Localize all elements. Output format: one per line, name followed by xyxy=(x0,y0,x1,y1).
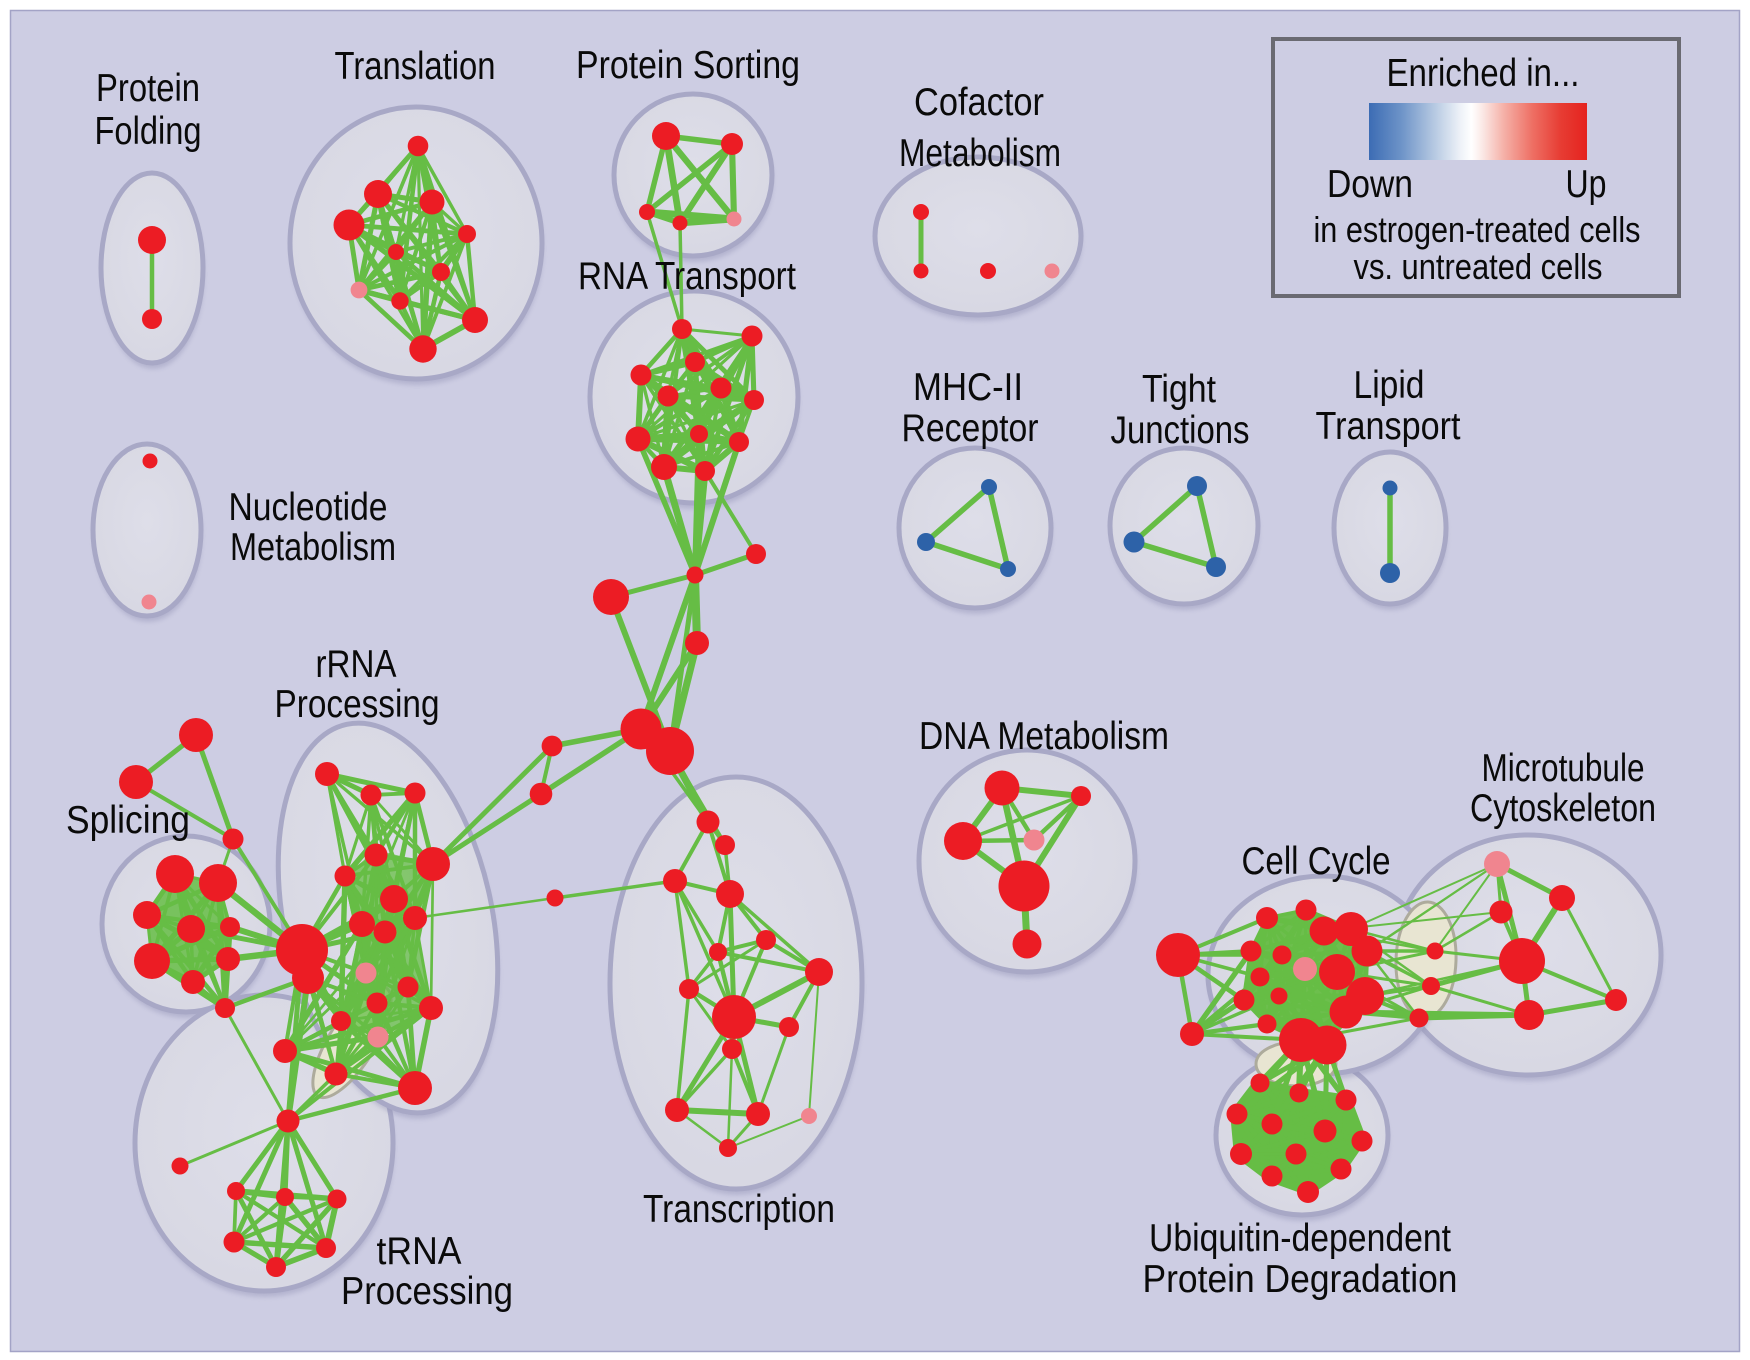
svg-text:in estrogen-treated cells: in estrogen-treated cells xyxy=(1314,209,1641,250)
svg-text:Cell Cycle: Cell Cycle xyxy=(1242,840,1391,883)
svg-text:Transcription: Transcription xyxy=(643,1188,835,1231)
svg-text:Enriched in...: Enriched in... xyxy=(1387,52,1580,95)
svg-text:Up: Up xyxy=(1566,163,1607,206)
svg-text:Lipid: Lipid xyxy=(1354,364,1425,407)
svg-text:Splicing: Splicing xyxy=(66,799,190,842)
svg-text:Protein Degradation: Protein Degradation xyxy=(1143,1258,1458,1301)
svg-text:Translation: Translation xyxy=(335,45,496,88)
svg-text:Protein: Protein xyxy=(96,67,200,110)
svg-text:tRNA: tRNA xyxy=(377,1230,462,1273)
svg-text:Tight: Tight xyxy=(1142,368,1216,411)
svg-text:Metabolism: Metabolism xyxy=(230,526,396,569)
svg-text:Metabolism: Metabolism xyxy=(899,132,1061,175)
svg-text:Down: Down xyxy=(1327,163,1413,206)
svg-text:Microtubule: Microtubule xyxy=(1482,747,1645,790)
svg-text:Protein Sorting: Protein Sorting xyxy=(576,44,800,87)
svg-text:DNA Metabolism: DNA Metabolism xyxy=(919,715,1169,758)
svg-text:Nucleotide: Nucleotide xyxy=(229,486,388,529)
svg-text:Junctions: Junctions xyxy=(1111,409,1250,452)
svg-text:Processing: Processing xyxy=(341,1270,513,1313)
svg-text:MHC-II: MHC-II xyxy=(913,366,1023,409)
svg-text:Processing: Processing xyxy=(275,683,440,726)
svg-text:Ubiquitin-dependent: Ubiquitin-dependent xyxy=(1149,1217,1451,1260)
svg-text:Receptor: Receptor xyxy=(902,407,1039,450)
svg-text:Cofactor: Cofactor xyxy=(914,81,1044,124)
svg-text:RNA Transport: RNA Transport xyxy=(578,255,796,298)
svg-text:rRNA: rRNA xyxy=(316,643,397,686)
svg-text:Transport: Transport xyxy=(1316,405,1461,448)
svg-text:Cytoskeleton: Cytoskeleton xyxy=(1470,787,1656,830)
svg-text:vs. untreated cells: vs. untreated cells xyxy=(1354,246,1603,287)
svg-text:Folding: Folding xyxy=(95,110,202,153)
